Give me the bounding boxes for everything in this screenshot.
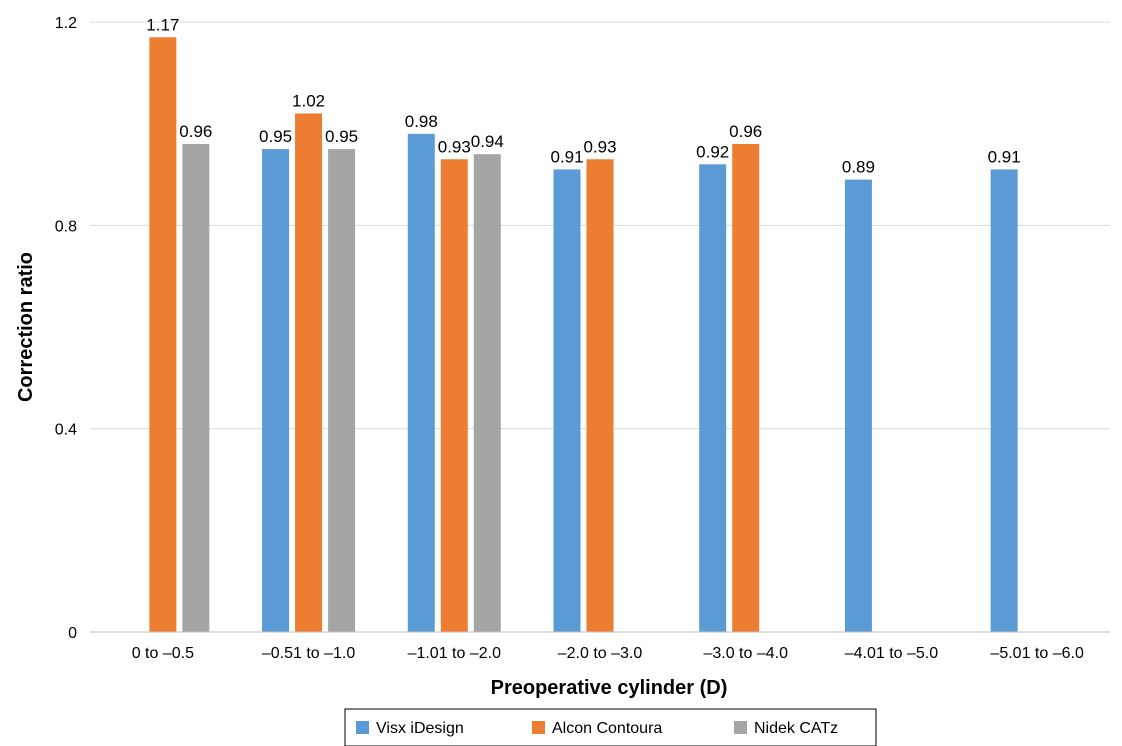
legend-box — [344, 708, 877, 746]
legend: Visx iDesign Alcon Contoura Nidek CATz — [344, 708, 877, 746]
bar — [328, 149, 356, 633]
y-tick-label: 0 — [68, 625, 77, 642]
bar — [440, 159, 468, 632]
data-label: 0.95 — [325, 127, 358, 146]
data-label: 0.98 — [405, 112, 438, 131]
x-tick-label: –1.01 to –2.0 — [408, 645, 502, 662]
data-label: 0.91 — [988, 147, 1021, 166]
data-label: 0.93 — [583, 137, 616, 156]
legend-swatch — [734, 721, 747, 734]
x-tick-label: –5.01 to –6.0 — [990, 645, 1084, 662]
legend-label: Visx iDesign — [376, 720, 464, 737]
bar — [473, 154, 501, 632]
x-axis: 0 to –0.5 –0.51 to –1.0 –1.01 to –2.0 –2.0 … — [90, 631, 1110, 662]
legend-swatch — [532, 721, 545, 734]
y-axis-title: Correction ratio — [15, 252, 37, 402]
x-axis-title: Preoperative cylinder (D) — [491, 677, 728, 699]
data-label: 0.89 — [842, 158, 875, 177]
y-tick-label: 0.4 — [55, 422, 77, 439]
bar — [182, 144, 210, 632]
x-tick-label: –0.51 to –1.0 — [262, 645, 356, 662]
data-label: 1.17 — [146, 15, 179, 34]
data-label: 0.91 — [550, 147, 583, 166]
x-tick-label: –4.01 to –5.0 — [845, 645, 939, 662]
data-label: 0.96 — [179, 122, 212, 141]
bar — [553, 169, 581, 632]
legend-label: Nidek CATz — [754, 720, 838, 737]
bar — [295, 113, 323, 632]
bar — [407, 133, 435, 633]
x-tick-label: 0 to –0.5 — [132, 645, 194, 662]
data-label: 0.94 — [471, 132, 504, 151]
y-axis: 0 0.4 0.8 1.2 — [55, 15, 77, 642]
legend-label: Alcon Contoura — [552, 720, 662, 737]
y-tick-label: 0.8 — [55, 218, 77, 235]
data-label: 0.92 — [696, 142, 729, 161]
data-label: 0.96 — [729, 122, 762, 141]
data-labels-group: 0.95 0.98 0.91 0.92 0.89 0.91 1.17 1.02 0.93 0.93… — [146, 15, 1020, 176]
bar — [732, 144, 760, 632]
data-label: 0.93 — [438, 137, 471, 156]
bars-group — [149, 37, 1018, 633]
bar — [586, 159, 614, 632]
legend-swatch — [356, 721, 369, 734]
x-tick-label: –2.0 to –3.0 — [558, 645, 643, 662]
bar — [262, 149, 290, 633]
bar — [844, 179, 872, 633]
data-label: 0.95 — [259, 127, 292, 146]
data-label: 1.02 — [292, 92, 325, 111]
bar — [149, 37, 177, 632]
bar — [990, 169, 1018, 632]
x-tick-label: –3.0 to –4.0 — [703, 645, 788, 662]
bar — [699, 164, 727, 633]
y-tick-label: 1.2 — [55, 15, 77, 32]
